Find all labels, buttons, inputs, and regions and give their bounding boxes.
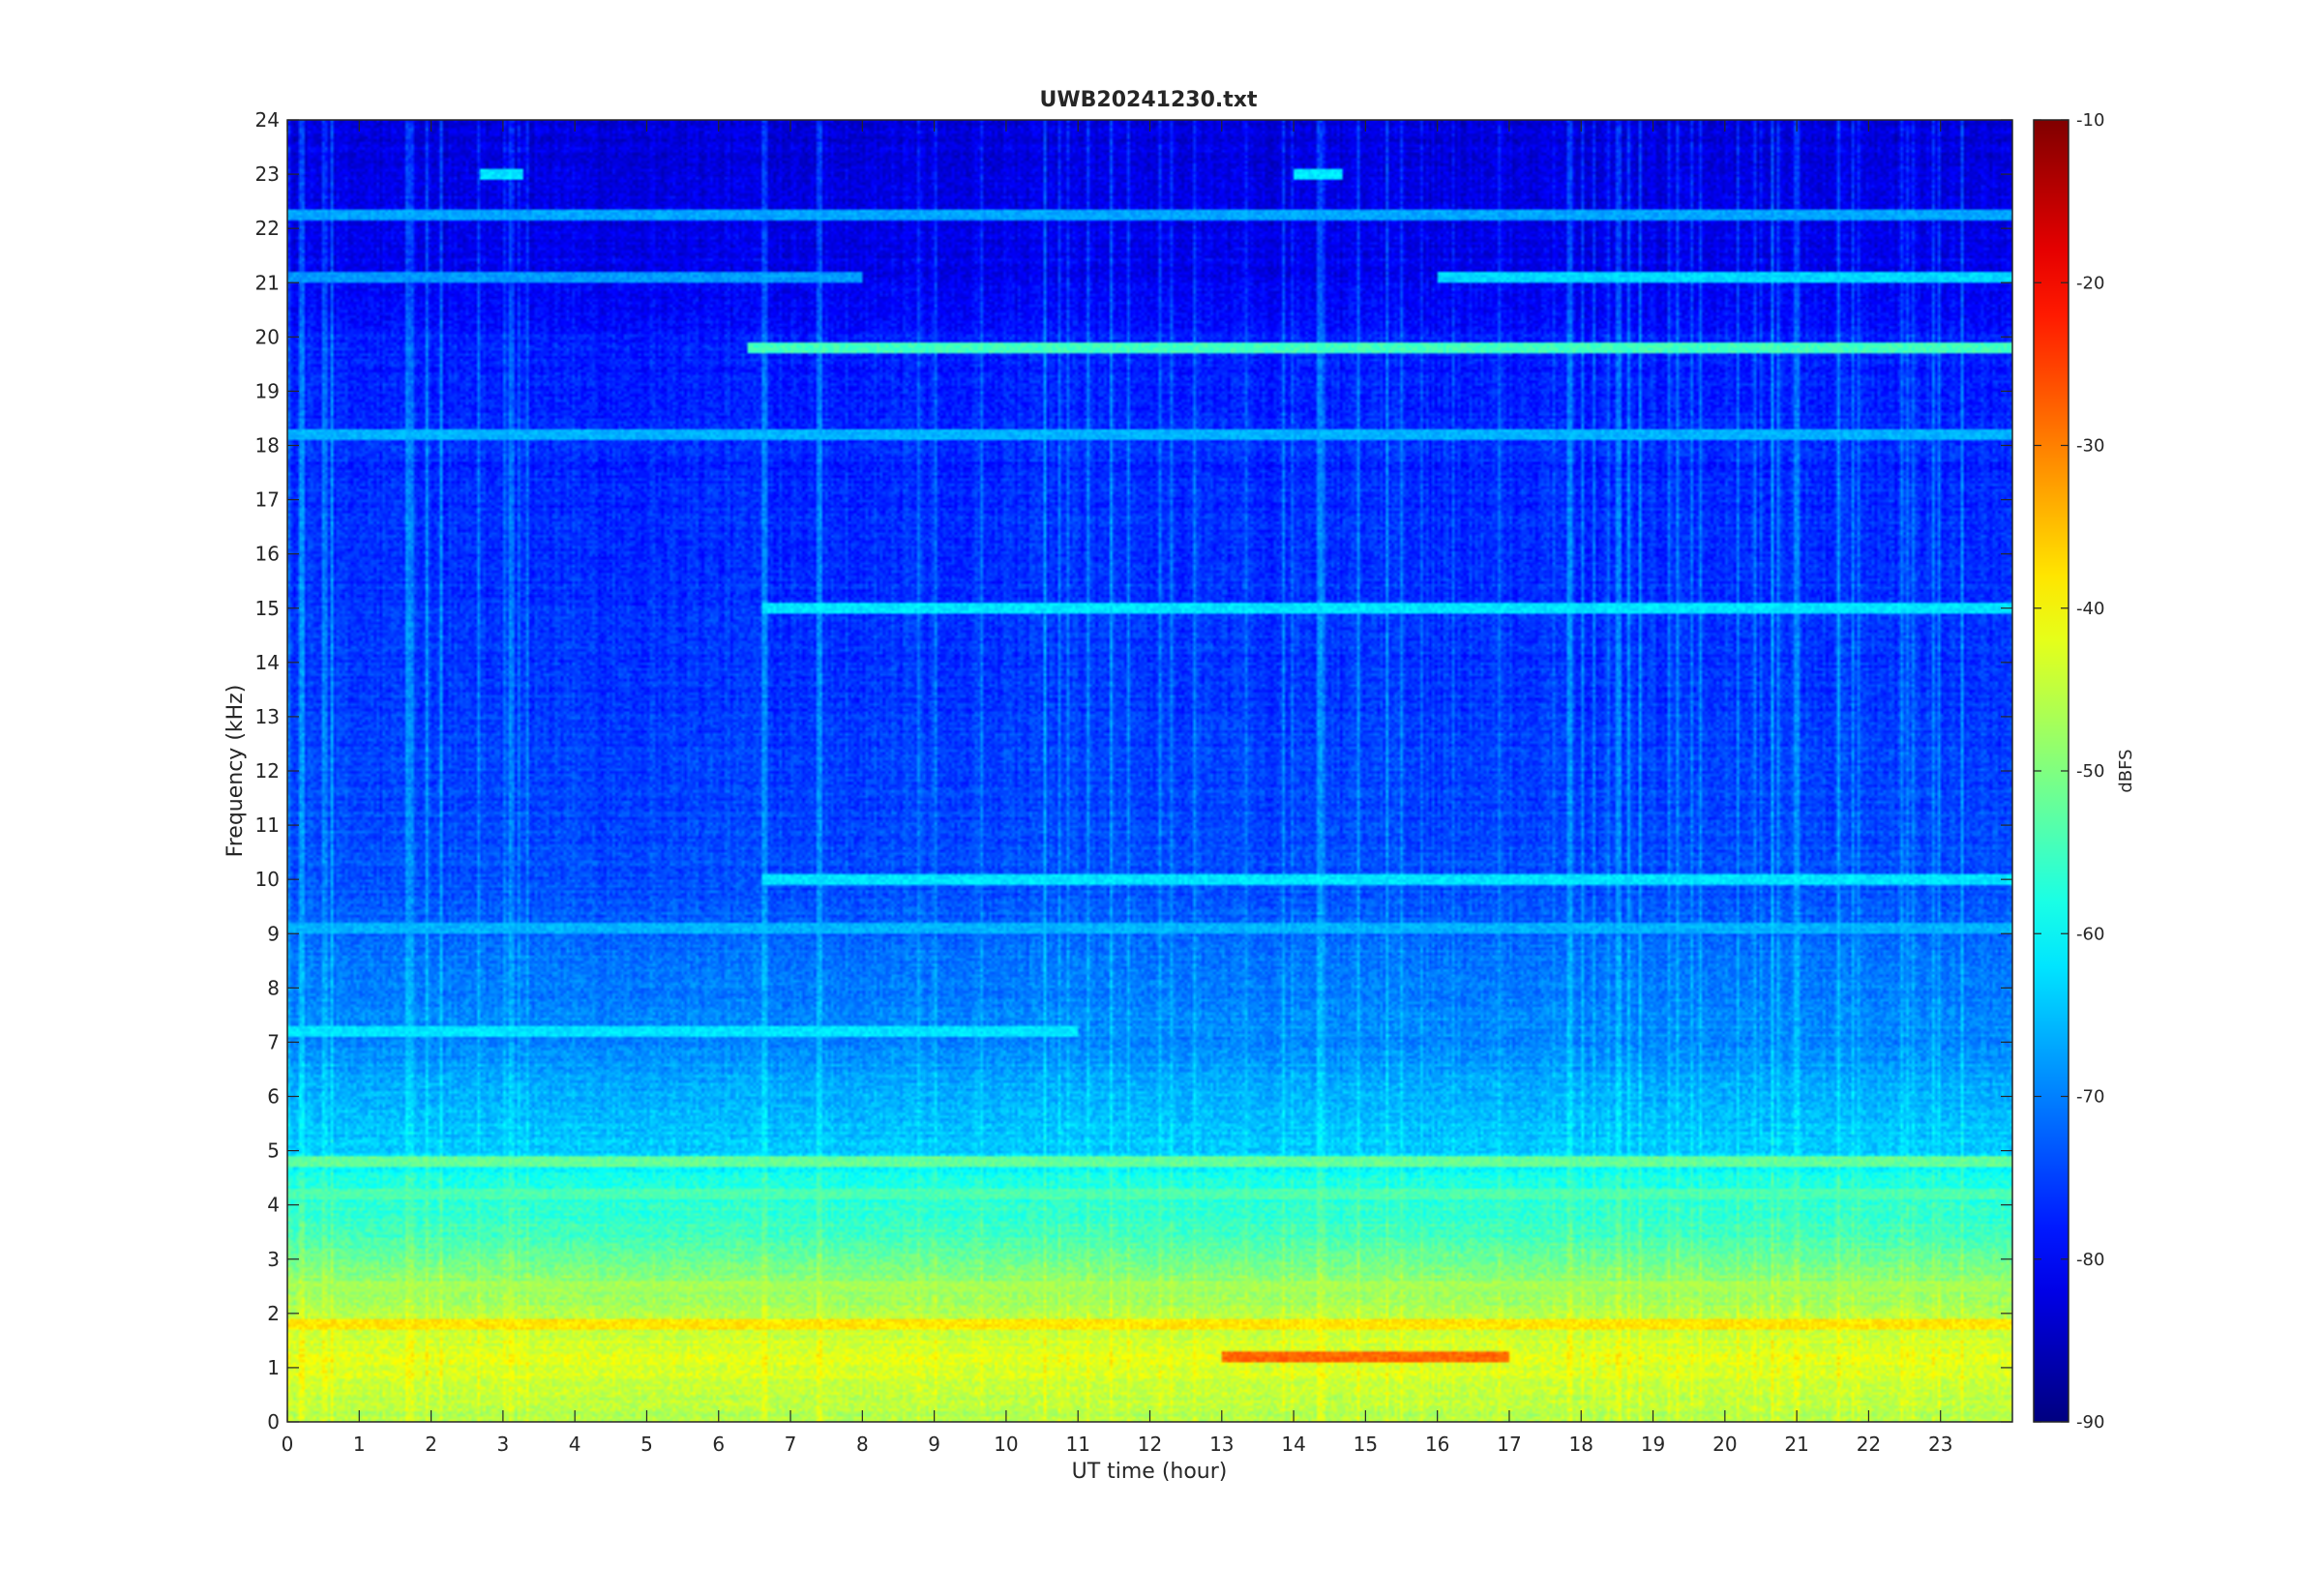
y-tick-label: 0 [267,1410,280,1433]
y-tick-label: 21 [255,271,280,294]
chart-title: UWB20241230.txt [1040,88,1258,112]
x-tick-label: 21 [1784,1433,1808,1456]
colorbar-tick-label: -90 [2076,1412,2104,1433]
y-tick-label: 1 [267,1356,280,1379]
y-tick-label: 3 [267,1248,280,1271]
y-axis-label: Frequency (kHz) [223,685,248,858]
spectrogram-heatmap [287,120,2012,1422]
colorbar-label: dBFS [2116,749,2136,792]
colorbar-tick-label: -70 [2076,1087,2104,1108]
colorbar-tick-label: -20 [2076,273,2104,293]
y-tick-label: 11 [255,813,280,837]
x-tick-label: 4 [569,1433,581,1456]
colorbar-tick-label: -30 [2076,436,2104,457]
x-tick-label: 13 [1209,1433,1234,1456]
y-tick-label: 13 [255,705,280,728]
y-tick-label: 8 [267,976,280,999]
y-tick-label: 12 [255,759,280,783]
y-tick-label: 7 [267,1030,280,1053]
colorbar-ticks: -90 -80 -70 -60 -50 -40 -30 -20 -10 [2034,110,2104,1433]
x-tick-label: 9 [928,1433,940,1456]
colorbar-tick-label: -60 [2076,924,2104,944]
x-tick-label: 3 [497,1433,510,1456]
x-tick-label: 2 [425,1433,437,1456]
y-tick-label: 23 [255,163,280,186]
x-tick-label: 22 [1857,1433,1881,1456]
y-tick-label: 22 [255,217,280,240]
x-tick-label: 18 [1569,1433,1593,1456]
x-tick-label: 14 [1281,1433,1305,1456]
y-tick-label: 19 [255,379,280,402]
x-tick-label: 7 [785,1433,797,1456]
y-tick-label: 20 [255,325,280,348]
y-tick-label: 24 [255,108,280,132]
x-tick-label: 5 [640,1433,653,1456]
y-tick-label: 16 [255,543,280,566]
y-tick-label: 9 [267,922,280,945]
x-tick-label: 6 [712,1433,725,1456]
y-tick-label: 6 [267,1085,280,1108]
x-tick-label: 12 [1138,1433,1162,1456]
colorbar-tick-label: -50 [2076,761,2104,782]
x-tick-label: 19 [1641,1433,1665,1456]
x-tick-label: 11 [1065,1433,1089,1456]
x-axis-label: UT time (hour) [1072,1460,1228,1484]
x-tick-label: 15 [1354,1433,1378,1456]
plot-area [286,119,2013,1423]
x-tick-label: 17 [1497,1433,1521,1456]
y-tick-label: 17 [255,488,280,512]
y-tick-label: 14 [255,651,280,674]
y-tick-label: 4 [267,1194,280,1217]
x-tick-label: 20 [1712,1433,1737,1456]
y-tick-label: 10 [255,868,280,891]
x-tick-label: 16 [1425,1433,1449,1456]
x-tick-label: 1 [353,1433,366,1456]
x-tick-label: 10 [994,1433,1018,1456]
x-tick-label: 8 [856,1433,869,1456]
x-tick-label: 0 [282,1433,294,1456]
colorbar: -90 -80 -70 -60 -50 -40 -30 -20 -10 dBFS [2033,110,2136,1433]
x-axis: 0 1 2 3 4 5 6 7 8 9 10 11 12 13 14 15 16 17 18 19 20 21 22 23 [282,120,1952,1456]
colorbar-tick-label: -10 [2076,110,2104,131]
colorbar-tick-label: -40 [2076,599,2104,619]
y-tick-label: 18 [255,434,280,458]
y-tick-label: 15 [255,597,280,620]
x-tick-label: 23 [1928,1433,1952,1456]
y-tick-label: 2 [267,1302,280,1325]
y-tick-label: 5 [267,1139,280,1163]
colorbar-tick-label: -80 [2076,1250,2104,1270]
